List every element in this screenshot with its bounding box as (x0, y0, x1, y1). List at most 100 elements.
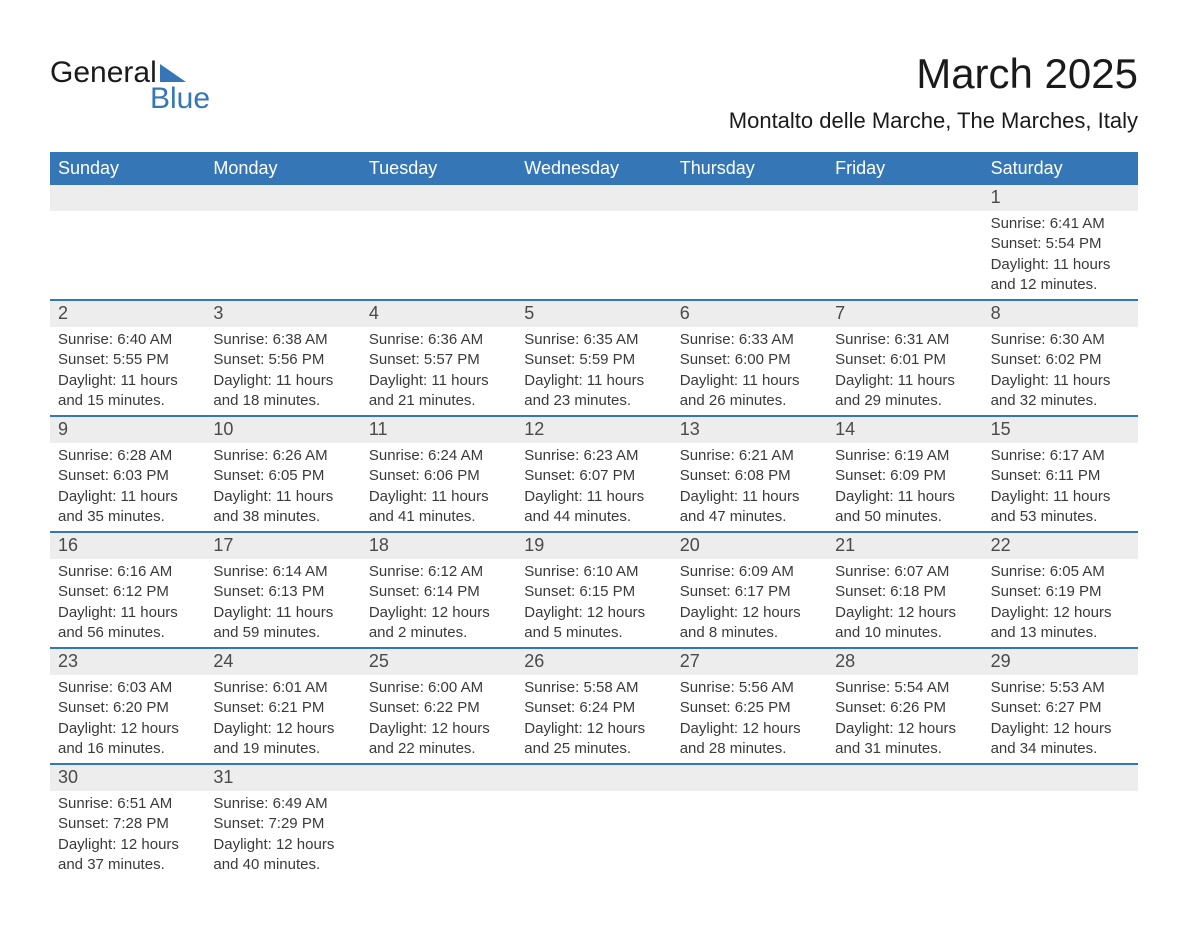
day-details (827, 791, 982, 798)
sunrise-line: Sunrise: 6:14 AM (213, 562, 352, 582)
daylight-line-1: Daylight: 11 hours (58, 371, 197, 391)
day-details: Sunrise: 6:17 AMSunset: 6:11 PMDaylight:… (983, 443, 1138, 531)
day-details (983, 791, 1138, 798)
sunrise-line: Sunrise: 6:19 AM (835, 446, 974, 466)
sunset-line: Sunset: 5:59 PM (524, 350, 663, 370)
sunset-line: Sunset: 6:14 PM (369, 582, 508, 602)
day-details: Sunrise: 5:56 AMSunset: 6:25 PMDaylight:… (672, 675, 827, 763)
daylight-line-1: Daylight: 11 hours (835, 371, 974, 391)
daylight-line-2: and 15 minutes. (58, 391, 197, 411)
day-number: 17 (205, 533, 360, 559)
daylight-line-2: and 38 minutes. (213, 507, 352, 527)
day-number: 5 (516, 301, 671, 327)
day-details: Sunrise: 6:24 AMSunset: 6:06 PMDaylight:… (361, 443, 516, 531)
day-details: Sunrise: 6:40 AMSunset: 5:55 PMDaylight:… (50, 327, 205, 415)
daylight-line-1: Daylight: 12 hours (213, 835, 352, 855)
sunset-line: Sunset: 6:25 PM (680, 698, 819, 718)
day-number: 3 (205, 301, 360, 327)
calendar-day-cell: 17Sunrise: 6:14 AMSunset: 6:13 PMDayligh… (205, 533, 360, 647)
calendar-header-cell: Thursday (672, 152, 827, 185)
calendar-day-cell: 29Sunrise: 5:53 AMSunset: 6:27 PMDayligh… (983, 649, 1138, 763)
day-details: Sunrise: 6:21 AMSunset: 6:08 PMDaylight:… (672, 443, 827, 531)
day-number: 20 (672, 533, 827, 559)
day-number: 7 (827, 301, 982, 327)
sunrise-line: Sunrise: 6:26 AM (213, 446, 352, 466)
sunset-line: Sunset: 6:12 PM (58, 582, 197, 602)
day-details (672, 791, 827, 798)
calendar-day-cell: 21Sunrise: 6:07 AMSunset: 6:18 PMDayligh… (827, 533, 982, 647)
title-block: March 2025 Montalto delle Marche, The Ma… (729, 50, 1138, 134)
sunrise-line: Sunrise: 5:56 AM (680, 678, 819, 698)
sunset-line: Sunset: 6:09 PM (835, 466, 974, 486)
day-details: Sunrise: 6:38 AMSunset: 5:56 PMDaylight:… (205, 327, 360, 415)
daylight-line-1: Daylight: 12 hours (524, 603, 663, 623)
calendar-day-cell (516, 185, 671, 299)
day-number: 21 (827, 533, 982, 559)
sunset-line: Sunset: 6:17 PM (680, 582, 819, 602)
day-details: Sunrise: 6:00 AMSunset: 6:22 PMDaylight:… (361, 675, 516, 763)
calendar-day-cell: 1Sunrise: 6:41 AMSunset: 5:54 PMDaylight… (983, 185, 1138, 299)
day-details: Sunrise: 6:16 AMSunset: 6:12 PMDaylight:… (50, 559, 205, 647)
day-number: 23 (50, 649, 205, 675)
sunset-line: Sunset: 6:24 PM (524, 698, 663, 718)
daylight-line-2: and 12 minutes. (991, 275, 1130, 295)
sunrise-line: Sunrise: 6:33 AM (680, 330, 819, 350)
day-number (50, 185, 205, 211)
daylight-line-1: Daylight: 12 hours (524, 719, 663, 739)
daylight-line-1: Daylight: 12 hours (991, 719, 1130, 739)
daylight-line-1: Daylight: 12 hours (369, 603, 508, 623)
sunset-line: Sunset: 6:22 PM (369, 698, 508, 718)
daylight-line-1: Daylight: 11 hours (213, 487, 352, 507)
calendar-header-cell: Friday (827, 152, 982, 185)
calendar-day-cell: 9Sunrise: 6:28 AMSunset: 6:03 PMDaylight… (50, 417, 205, 531)
day-details (50, 211, 205, 218)
logo: General Blue (50, 50, 210, 116)
sunset-line: Sunset: 6:18 PM (835, 582, 974, 602)
day-number: 30 (50, 765, 205, 791)
calendar-day-cell: 6Sunrise: 6:33 AMSunset: 6:00 PMDaylight… (672, 301, 827, 415)
day-number: 13 (672, 417, 827, 443)
day-number: 9 (50, 417, 205, 443)
daylight-line-2: and 21 minutes. (369, 391, 508, 411)
sunrise-line: Sunrise: 6:00 AM (369, 678, 508, 698)
day-number (983, 765, 1138, 791)
sunrise-line: Sunrise: 6:49 AM (213, 794, 352, 814)
day-details: Sunrise: 6:19 AMSunset: 6:09 PMDaylight:… (827, 443, 982, 531)
sunset-line: Sunset: 6:06 PM (369, 466, 508, 486)
day-details: Sunrise: 6:26 AMSunset: 6:05 PMDaylight:… (205, 443, 360, 531)
calendar-header-row: SundayMondayTuesdayWednesdayThursdayFrid… (50, 152, 1138, 185)
sunrise-line: Sunrise: 6:36 AM (369, 330, 508, 350)
daylight-line-2: and 28 minutes. (680, 739, 819, 759)
daylight-line-2: and 53 minutes. (991, 507, 1130, 527)
day-details: Sunrise: 6:31 AMSunset: 6:01 PMDaylight:… (827, 327, 982, 415)
sunset-line: Sunset: 5:56 PM (213, 350, 352, 370)
calendar-day-cell: 20Sunrise: 6:09 AMSunset: 6:17 PMDayligh… (672, 533, 827, 647)
day-number (827, 185, 982, 211)
day-details: Sunrise: 6:23 AMSunset: 6:07 PMDaylight:… (516, 443, 671, 531)
daylight-line-2: and 18 minutes. (213, 391, 352, 411)
sunrise-line: Sunrise: 6:38 AM (213, 330, 352, 350)
location: Montalto delle Marche, The Marches, Ital… (729, 108, 1138, 134)
sunrise-line: Sunrise: 6:05 AM (991, 562, 1130, 582)
daylight-line-1: Daylight: 11 hours (58, 603, 197, 623)
daylight-line-1: Daylight: 12 hours (58, 719, 197, 739)
day-number: 4 (361, 301, 516, 327)
daylight-line-1: Daylight: 11 hours (369, 487, 508, 507)
day-details: Sunrise: 6:36 AMSunset: 5:57 PMDaylight:… (361, 327, 516, 415)
day-details: Sunrise: 6:05 AMSunset: 6:19 PMDaylight:… (983, 559, 1138, 647)
day-details: Sunrise: 6:30 AMSunset: 6:02 PMDaylight:… (983, 327, 1138, 415)
daylight-line-2: and 16 minutes. (58, 739, 197, 759)
daylight-line-2: and 19 minutes. (213, 739, 352, 759)
calendar-day-cell (361, 765, 516, 879)
day-details: Sunrise: 6:07 AMSunset: 6:18 PMDaylight:… (827, 559, 982, 647)
sunrise-line: Sunrise: 6:40 AM (58, 330, 197, 350)
sunrise-line: Sunrise: 6:23 AM (524, 446, 663, 466)
sunset-line: Sunset: 6:01 PM (835, 350, 974, 370)
calendar-day-cell: 22Sunrise: 6:05 AMSunset: 6:19 PMDayligh… (983, 533, 1138, 647)
daylight-line-2: and 50 minutes. (835, 507, 974, 527)
day-number: 16 (50, 533, 205, 559)
sunrise-line: Sunrise: 6:12 AM (369, 562, 508, 582)
sunrise-line: Sunrise: 5:54 AM (835, 678, 974, 698)
calendar-week-row: 1Sunrise: 6:41 AMSunset: 5:54 PMDaylight… (50, 185, 1138, 299)
day-details: Sunrise: 6:14 AMSunset: 6:13 PMDaylight:… (205, 559, 360, 647)
